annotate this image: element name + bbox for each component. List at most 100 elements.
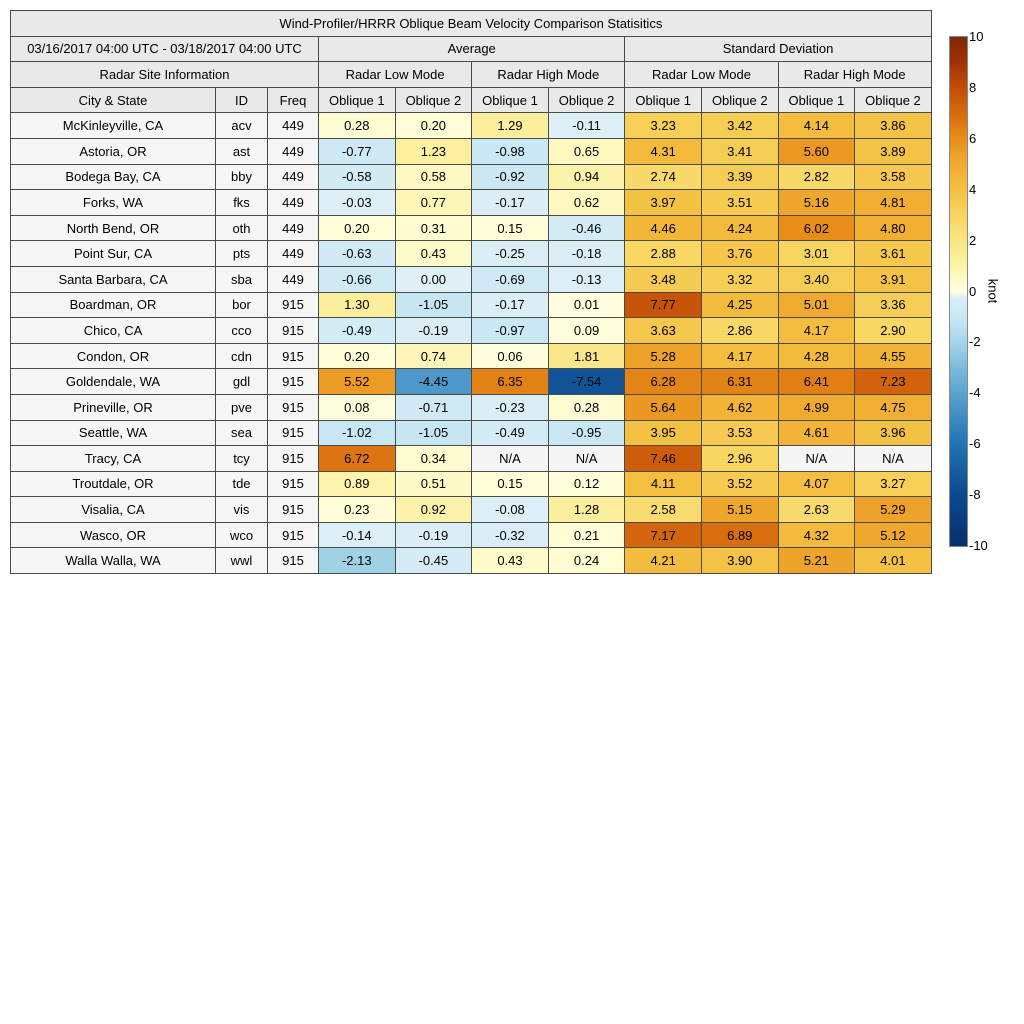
value-cell: 3.95 xyxy=(625,420,702,446)
column-header-oblique2: Oblique 2 xyxy=(548,87,625,113)
city-state-cell: McKinleyville, CA xyxy=(11,113,216,139)
value-cell: 0.23 xyxy=(319,497,396,523)
colorbar-tick-label: 8 xyxy=(969,81,1009,95)
city-state-cell: Condon, OR xyxy=(11,343,216,369)
freq-cell: 915 xyxy=(268,471,319,497)
site-id-cell: vis xyxy=(216,497,268,523)
value-cell: 5.12 xyxy=(855,522,932,548)
value-cell: -0.13 xyxy=(548,266,625,292)
site-id-cell: oth xyxy=(216,215,268,241)
colorbar-tick-label: -6 xyxy=(969,437,1009,451)
value-cell: 0.15 xyxy=(472,471,549,497)
city-state-cell: Point Sur, CA xyxy=(11,241,216,267)
value-cell: 0.12 xyxy=(548,471,625,497)
value-cell: 0.92 xyxy=(395,497,472,523)
value-cell: 4.17 xyxy=(778,318,855,344)
site-id-cell: gdl xyxy=(216,369,268,395)
group-header-avg-high-mode: Radar High Mode xyxy=(472,62,625,88)
value-cell: 3.01 xyxy=(778,241,855,267)
value-cell: 3.76 xyxy=(701,241,778,267)
city-state-cell: Seattle, WA xyxy=(11,420,216,446)
value-cell: -0.69 xyxy=(472,266,549,292)
value-cell: 3.48 xyxy=(625,266,702,292)
value-cell: 7.17 xyxy=(625,522,702,548)
table-row: North Bend, ORoth4490.200.310.15-0.464.4… xyxy=(11,215,932,241)
value-cell: 3.89 xyxy=(855,138,932,164)
colorbar-unit-label: knot xyxy=(986,279,1001,304)
value-cell: 4.81 xyxy=(855,190,932,216)
table-row: Chico, CAcco915-0.49-0.19-0.970.093.632.… xyxy=(11,318,932,344)
city-state-cell: Troutdale, OR xyxy=(11,471,216,497)
column-header-oblique2: Oblique 2 xyxy=(701,87,778,113)
value-cell: 6.72 xyxy=(319,446,396,472)
city-state-cell: Wasco, OR xyxy=(11,522,216,548)
value-cell: 0.06 xyxy=(472,343,549,369)
freq-cell: 449 xyxy=(268,266,319,292)
value-cell: 4.99 xyxy=(778,394,855,420)
value-cell: 6.28 xyxy=(625,369,702,395)
site-id-cell: pve xyxy=(216,394,268,420)
freq-cell: 915 xyxy=(268,318,319,344)
site-id-cell: tde xyxy=(216,471,268,497)
comparison-table: Wind-Profiler/HRRR Oblique Beam Velocity… xyxy=(10,10,932,574)
value-cell: 2.86 xyxy=(701,318,778,344)
value-cell: -0.45 xyxy=(395,548,472,574)
colorbar-tick-label: -10 xyxy=(969,539,1009,553)
freq-cell: 449 xyxy=(268,241,319,267)
value-cell: 0.00 xyxy=(395,266,472,292)
column-header-oblique1: Oblique 1 xyxy=(319,87,396,113)
value-cell: N/A xyxy=(855,446,932,472)
value-cell: 4.32 xyxy=(778,522,855,548)
city-state-cell: Prineville, OR xyxy=(11,394,216,420)
value-cell: 0.65 xyxy=(548,138,625,164)
value-cell: -0.49 xyxy=(319,318,396,344)
column-header-city-state: City & State xyxy=(11,87,216,113)
city-state-cell: Bodega Bay, CA xyxy=(11,164,216,190)
value-cell: 5.29 xyxy=(855,497,932,523)
value-cell: -1.02 xyxy=(319,420,396,446)
site-id-cell: tcy xyxy=(216,446,268,472)
value-cell: 0.77 xyxy=(395,190,472,216)
site-id-cell: wco xyxy=(216,522,268,548)
value-cell: -1.05 xyxy=(395,292,472,318)
value-cell: 2.88 xyxy=(625,241,702,267)
value-cell: 4.24 xyxy=(701,215,778,241)
value-cell: 2.82 xyxy=(778,164,855,190)
value-cell: -0.03 xyxy=(319,190,396,216)
freq-cell: 915 xyxy=(268,343,319,369)
value-cell: -0.14 xyxy=(319,522,396,548)
value-cell: 3.39 xyxy=(701,164,778,190)
value-cell: 0.28 xyxy=(319,113,396,139)
value-cell: 0.89 xyxy=(319,471,396,497)
group-header-std-high-mode: Radar High Mode xyxy=(778,62,931,88)
value-cell: 5.15 xyxy=(701,497,778,523)
value-cell: -0.17 xyxy=(472,190,549,216)
value-cell: 0.51 xyxy=(395,471,472,497)
freq-cell: 449 xyxy=(268,164,319,190)
value-cell: 7.23 xyxy=(855,369,932,395)
value-cell: 6.31 xyxy=(701,369,778,395)
value-cell: 2.74 xyxy=(625,164,702,190)
value-cell: 4.80 xyxy=(855,215,932,241)
value-cell: -0.25 xyxy=(472,241,549,267)
value-cell: 3.51 xyxy=(701,190,778,216)
value-cell: 0.21 xyxy=(548,522,625,548)
city-state-cell: Goldendale, WA xyxy=(11,369,216,395)
value-cell: 3.86 xyxy=(855,113,932,139)
value-cell: 0.20 xyxy=(319,343,396,369)
colorbar-tick-label: -4 xyxy=(969,386,1009,400)
value-cell: 4.07 xyxy=(778,471,855,497)
table-row: Goldendale, WAgdl9155.52-4.456.35-7.546.… xyxy=(11,369,932,395)
value-cell: -0.97 xyxy=(472,318,549,344)
value-cell: 3.27 xyxy=(855,471,932,497)
freq-cell: 915 xyxy=(268,369,319,395)
freq-cell: 915 xyxy=(268,446,319,472)
value-cell: 1.28 xyxy=(548,497,625,523)
value-cell: -0.95 xyxy=(548,420,625,446)
value-cell: 7.77 xyxy=(625,292,702,318)
value-cell: 6.89 xyxy=(701,522,778,548)
value-cell: -1.05 xyxy=(395,420,472,446)
table-row: Seattle, WAsea915-1.02-1.05-0.49-0.953.9… xyxy=(11,420,932,446)
value-cell: -4.45 xyxy=(395,369,472,395)
value-cell: 2.58 xyxy=(625,497,702,523)
